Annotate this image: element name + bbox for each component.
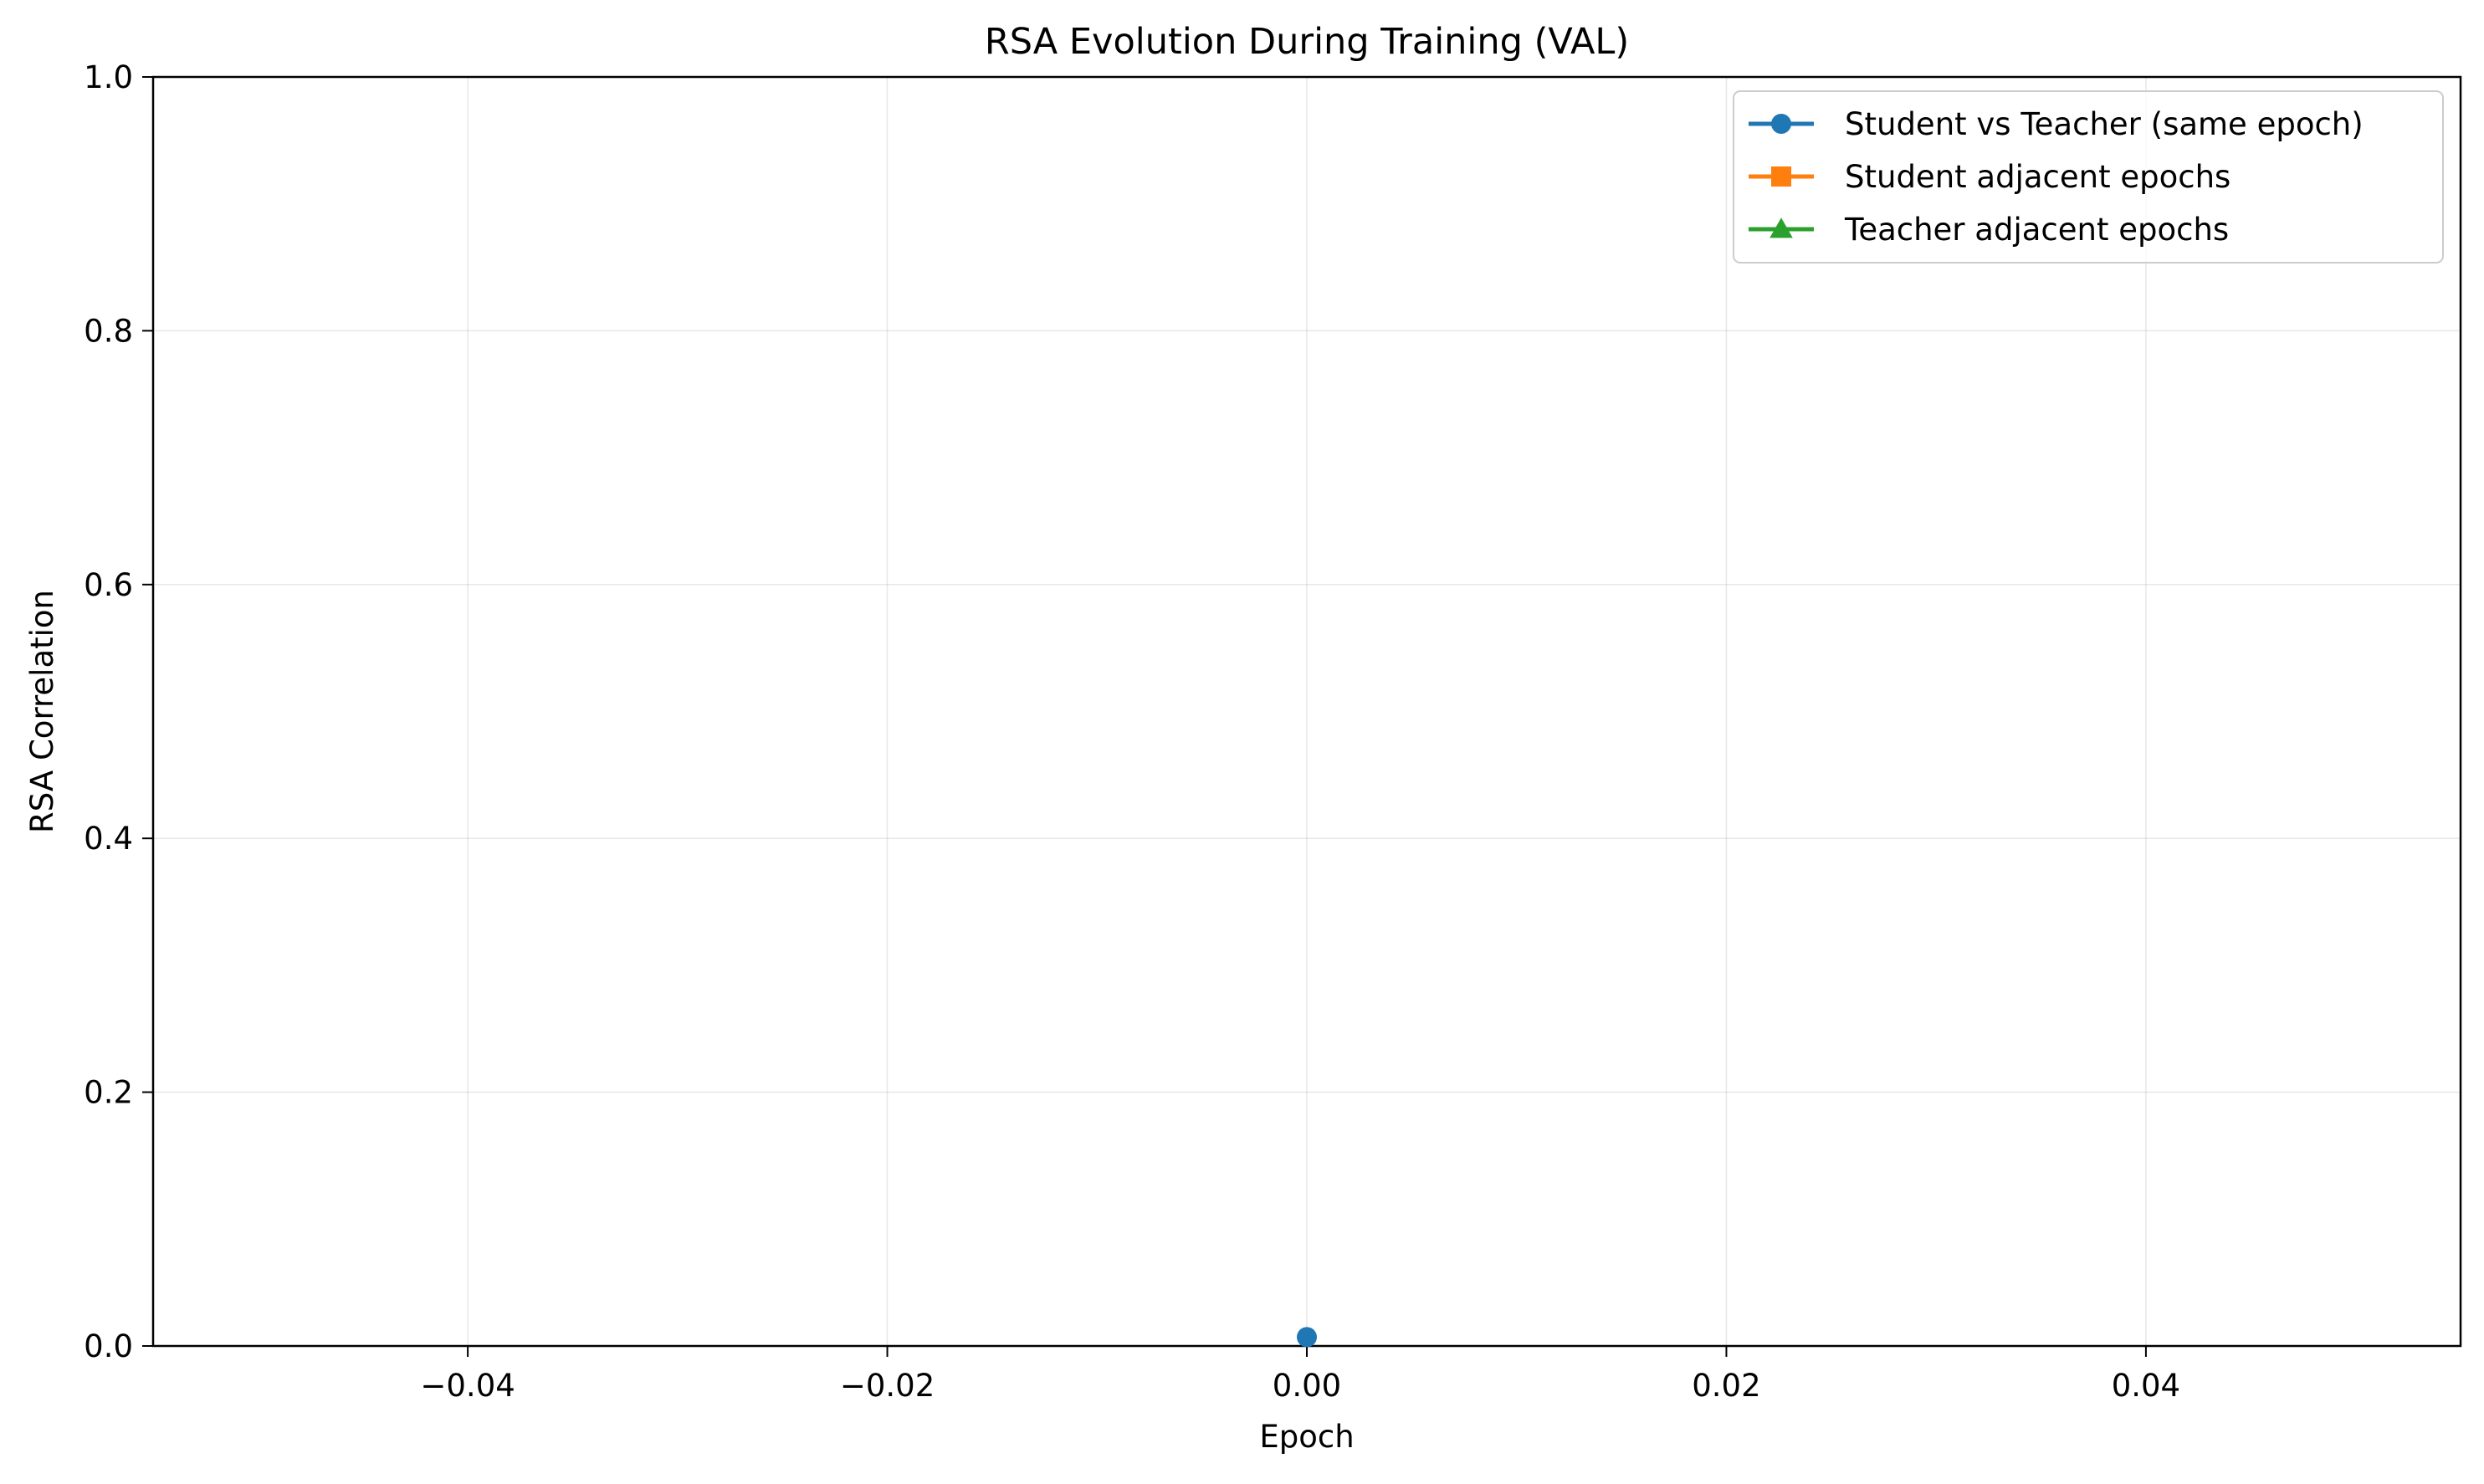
y-tick-label: 0.0 [84,1328,133,1364]
y-tick-label: 0.6 [84,567,133,603]
legend-marker [1770,217,1793,238]
x-tick-label: 0.04 [2112,1368,2180,1404]
chart-title: RSA Evolution During Training (VAL) [985,21,1629,63]
y-axis-label: RSA Correlation [24,590,60,833]
legend-marker [1771,166,1791,187]
x-tick-label: 0.02 [1692,1368,1760,1404]
y-tick-label: 1.0 [84,59,133,95]
y-tick-label: 0.8 [84,313,133,349]
y-tick-label: 0.4 [84,821,133,857]
data-point [1297,1327,1317,1348]
legend-box [1733,90,2444,264]
legend-label: Teacher adjacent epochs [1844,212,2229,248]
legend-label: Student adjacent epochs [1845,159,2230,195]
legend-label: Student vs Teacher (same epoch) [1845,106,2364,142]
plot-series [1297,1327,1317,1348]
legend-marker [1771,114,1791,134]
legend-item: Student adjacent epochs [1749,159,2230,195]
series-1 [1297,1327,1317,1348]
x-tick-label: −0.02 [840,1368,935,1404]
legend-item: Student vs Teacher (same epoch) [1749,106,2364,142]
legend: Student vs Teacher (same epoch) Student a… [1733,90,2444,264]
tick-labels: −0.04 −0.02 0.00 0.02 0.04 0.0 0.2 0.4 0.6 0.8 1.0 [84,59,2180,1404]
legend-item: Teacher adjacent epochs [1749,212,2229,248]
x-axis-label: Epoch [1259,1419,1354,1455]
y-tick-label: 0.2 [84,1075,133,1111]
x-tick-label: −0.04 [420,1368,515,1404]
x-tick-label: 0.00 [1273,1368,1341,1404]
